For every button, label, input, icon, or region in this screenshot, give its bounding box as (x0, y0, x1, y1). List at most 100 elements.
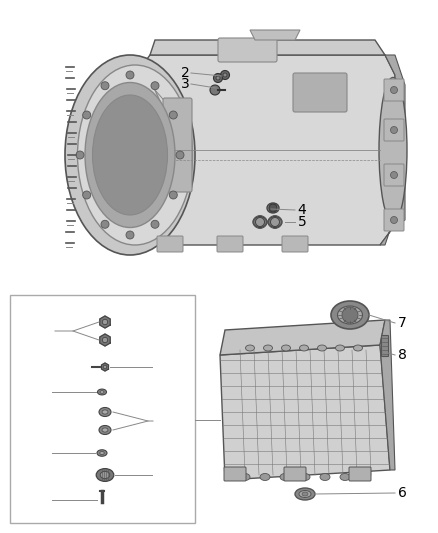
Circle shape (101, 82, 109, 90)
Polygon shape (150, 40, 385, 55)
Ellipse shape (260, 473, 270, 481)
Circle shape (103, 365, 107, 369)
Ellipse shape (100, 391, 104, 393)
Text: 5: 5 (298, 215, 306, 229)
Circle shape (391, 216, 398, 223)
Ellipse shape (336, 345, 345, 351)
FancyBboxPatch shape (224, 467, 246, 481)
Circle shape (151, 220, 159, 228)
Ellipse shape (300, 345, 308, 351)
Circle shape (126, 231, 134, 239)
Ellipse shape (246, 345, 254, 351)
Circle shape (271, 217, 279, 227)
Polygon shape (135, 55, 395, 245)
Ellipse shape (102, 428, 108, 432)
Ellipse shape (300, 473, 310, 481)
Circle shape (176, 151, 184, 159)
FancyBboxPatch shape (381, 335, 389, 357)
Circle shape (170, 191, 177, 199)
Circle shape (126, 71, 134, 79)
FancyBboxPatch shape (157, 236, 183, 252)
Ellipse shape (299, 490, 311, 497)
Ellipse shape (320, 473, 330, 481)
Ellipse shape (253, 216, 267, 228)
Ellipse shape (282, 345, 290, 351)
Ellipse shape (338, 306, 363, 324)
FancyBboxPatch shape (384, 79, 404, 101)
Ellipse shape (99, 408, 111, 416)
Circle shape (223, 73, 227, 77)
Ellipse shape (100, 471, 110, 479)
Circle shape (220, 70, 230, 79)
Ellipse shape (280, 473, 290, 481)
Ellipse shape (353, 345, 363, 351)
Ellipse shape (102, 410, 108, 414)
FancyBboxPatch shape (384, 164, 404, 186)
Polygon shape (220, 320, 385, 355)
Circle shape (255, 217, 265, 227)
Text: 3: 3 (154, 360, 162, 374)
Polygon shape (380, 320, 395, 470)
FancyBboxPatch shape (163, 98, 192, 192)
Circle shape (102, 319, 108, 325)
Ellipse shape (295, 488, 315, 500)
FancyBboxPatch shape (284, 467, 306, 481)
Text: 8: 8 (398, 348, 406, 362)
Ellipse shape (331, 301, 369, 329)
Text: 2: 2 (44, 324, 53, 338)
Text: 4: 4 (42, 385, 51, 399)
Ellipse shape (267, 203, 279, 213)
Circle shape (342, 307, 358, 323)
Ellipse shape (268, 216, 282, 228)
FancyBboxPatch shape (218, 38, 277, 62)
Circle shape (102, 337, 108, 343)
Ellipse shape (340, 473, 350, 481)
FancyBboxPatch shape (349, 467, 371, 481)
Circle shape (170, 111, 177, 119)
FancyBboxPatch shape (282, 236, 308, 252)
Text: 7: 7 (154, 468, 162, 482)
Circle shape (391, 172, 398, 179)
Ellipse shape (302, 492, 308, 496)
Polygon shape (380, 55, 405, 245)
Polygon shape (102, 363, 109, 371)
Circle shape (83, 111, 91, 119)
Text: 7: 7 (398, 316, 406, 330)
Circle shape (216, 76, 220, 80)
Ellipse shape (98, 389, 106, 395)
Ellipse shape (78, 65, 192, 245)
Circle shape (391, 86, 398, 93)
Ellipse shape (379, 77, 407, 222)
Ellipse shape (360, 473, 370, 481)
Text: 8: 8 (42, 493, 51, 507)
Bar (10, 295, 195, 523)
Ellipse shape (318, 345, 326, 351)
FancyBboxPatch shape (217, 236, 243, 252)
FancyBboxPatch shape (293, 73, 347, 112)
Text: 6: 6 (398, 486, 406, 500)
Circle shape (76, 151, 84, 159)
Circle shape (269, 204, 277, 212)
Text: 4: 4 (298, 203, 306, 217)
Circle shape (210, 85, 220, 95)
Text: 6: 6 (42, 446, 51, 460)
Polygon shape (100, 334, 110, 346)
Ellipse shape (100, 451, 104, 455)
Circle shape (83, 191, 91, 199)
Text: 2: 2 (180, 66, 189, 80)
FancyBboxPatch shape (384, 119, 404, 141)
Text: 5: 5 (154, 414, 162, 428)
FancyBboxPatch shape (384, 209, 404, 231)
Circle shape (101, 220, 109, 228)
Ellipse shape (99, 425, 111, 434)
Ellipse shape (97, 450, 107, 456)
Ellipse shape (92, 95, 167, 215)
Polygon shape (250, 30, 300, 40)
Ellipse shape (85, 83, 175, 228)
Ellipse shape (96, 469, 114, 481)
Polygon shape (220, 345, 390, 480)
Ellipse shape (65, 55, 195, 255)
Ellipse shape (240, 473, 250, 481)
Text: 3: 3 (180, 77, 189, 91)
Polygon shape (100, 316, 110, 328)
